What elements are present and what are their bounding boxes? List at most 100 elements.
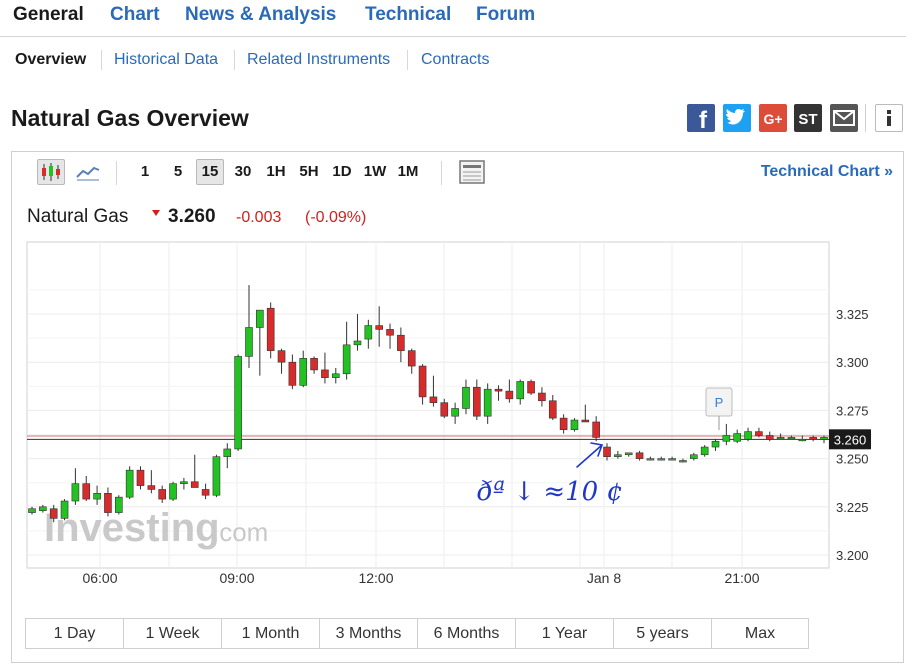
interval-5h[interactable]: 5H [299, 163, 319, 180]
interval-30[interactable]: 30 [234, 163, 252, 180]
candle-body [614, 454, 622, 457]
last-price: 3.260 [168, 206, 216, 227]
candle-body [82, 483, 91, 500]
range-1-day[interactable]: 1 Day [26, 619, 124, 648]
candle-body [331, 373, 340, 378]
interval-15[interactable]: 15 [196, 159, 224, 185]
technical-chart-link[interactable]: Technical Chart » [760, 163, 893, 180]
x-tick-label: 09:00 [219, 570, 254, 586]
y-tick-label: 3.300 [836, 355, 869, 370]
line-chart-icon[interactable] [74, 159, 102, 185]
candle-body [375, 325, 383, 330]
candle-body [407, 350, 416, 367]
interval-1[interactable]: 1 [140, 163, 150, 180]
subnav-divider [101, 50, 102, 70]
range-1-month[interactable]: 1 Month [222, 619, 320, 648]
candle-body [429, 396, 438, 403]
range-3-months[interactable]: 3 Months [320, 619, 418, 648]
twitter-icon[interactable] [723, 104, 751, 132]
candle-body [657, 458, 666, 461]
toolbar-divider [441, 161, 442, 185]
candle-body [722, 435, 731, 442]
candle-body [256, 309, 264, 328]
candle-body [776, 437, 785, 440]
candlestick-icon[interactable] [37, 159, 65, 185]
x-tick-label: 12:00 [358, 570, 393, 586]
price-change-percent: (-0.09%) [305, 209, 367, 226]
candle-body [190, 481, 199, 488]
subtab-historical-data[interactable]: Historical Data [114, 51, 219, 68]
subnav-divider [407, 50, 408, 70]
candle-body [494, 388, 503, 392]
candle-body [212, 456, 221, 496]
annotation-arrow [576, 442, 604, 468]
candle-body [223, 448, 232, 457]
candle-body [104, 493, 112, 513]
subtab-overview[interactable]: Overview [15, 51, 87, 68]
subtab-contracts[interactable]: Contracts [421, 51, 490, 68]
interval-5[interactable]: 5 [173, 163, 183, 180]
table-view-icon[interactable] [457, 159, 487, 185]
candle-body [820, 437, 828, 440]
candle-body [418, 365, 427, 398]
candle-body [809, 437, 817, 440]
investing-watermark-suffix: .com [212, 517, 268, 547]
candle-body [201, 489, 210, 496]
email-icon[interactable] [830, 104, 858, 132]
info-icon[interactable] [875, 104, 903, 132]
range-1-week[interactable]: 1 Week [124, 619, 222, 648]
candle-body [516, 381, 525, 400]
range-1-year[interactable]: 1 Year [516, 619, 614, 648]
tab-technical[interactable]: Technical [365, 4, 452, 25]
interval-1d[interactable]: 1D [332, 163, 352, 180]
range-max[interactable]: Max [744, 625, 776, 642]
candle-body [277, 350, 286, 363]
interval-1m[interactable]: 1M [397, 163, 419, 180]
google-plus-icon[interactable]: G+ [759, 104, 787, 132]
candle-body [548, 400, 557, 419]
candle-body [798, 439, 807, 442]
candle-body [299, 358, 308, 386]
interval-1h[interactable]: 1H [266, 163, 286, 180]
tab-news-analysis[interactable]: News & Analysis [185, 4, 337, 25]
range-5-years[interactable]: 5 years [614, 619, 712, 648]
candle-body [60, 500, 69, 519]
candle-body [646, 458, 655, 461]
range-selector: 1 Day 1 Week 1 Month 3 Months 6 Months 1… [25, 618, 809, 649]
candle-body [288, 361, 297, 386]
handwritten-annotation: ðª ↓ ≈10 ¢ [477, 477, 623, 507]
instrument-name: Natural Gas [27, 206, 129, 227]
candle-body [451, 408, 459, 417]
candle-body [787, 437, 796, 440]
candle-body [386, 329, 394, 336]
interval-1w[interactable]: 1W [363, 163, 387, 180]
candle-body [93, 493, 101, 500]
plot-area [26, 241, 830, 569]
candle-body [462, 386, 470, 409]
candle-body [538, 392, 546, 402]
candle-body [527, 381, 535, 394]
candle-body [353, 340, 362, 346]
candle-body [559, 417, 568, 430]
stocktwits-icon[interactable]: ST [794, 104, 822, 132]
candle-body [679, 460, 687, 463]
candle-body [136, 469, 145, 486]
tab-chart[interactable]: Chart [110, 4, 160, 25]
facebook-icon[interactable]: f [687, 104, 715, 132]
range-6-months[interactable]: 6 Months [418, 619, 516, 648]
candle-body [483, 388, 492, 417]
tab-forum[interactable]: Forum [476, 4, 536, 25]
x-tick-label: 06:00 [82, 570, 117, 586]
candle-body [592, 421, 600, 438]
tab-general[interactable]: General [13, 4, 84, 25]
candle-body [114, 496, 123, 513]
subtab-related-instruments[interactable]: Related Instruments [247, 51, 391, 68]
candle-body [733, 433, 742, 442]
svg-text:f: f [699, 107, 708, 132]
toolbar-divider [116, 161, 117, 185]
candle-body [234, 356, 242, 450]
candle-body [266, 307, 275, 351]
price-change: -0.003 [236, 209, 282, 226]
candle-body [440, 402, 449, 417]
